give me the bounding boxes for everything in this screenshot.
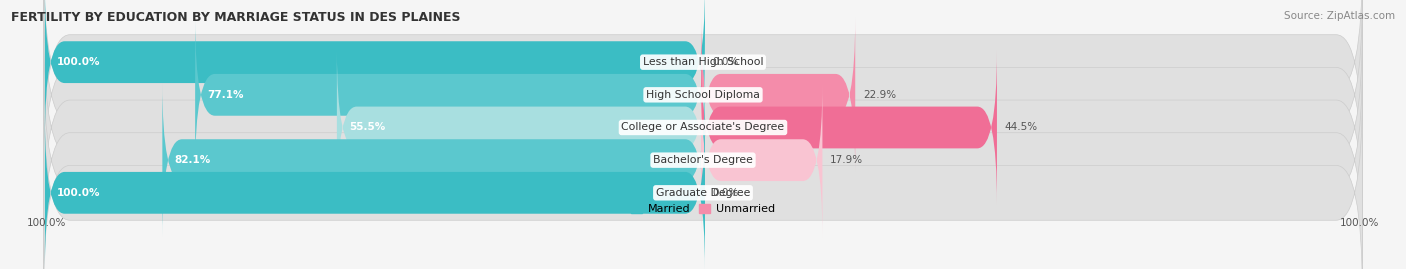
Text: 55.5%: 55.5% bbox=[349, 122, 385, 133]
FancyBboxPatch shape bbox=[702, 18, 855, 172]
FancyBboxPatch shape bbox=[702, 83, 823, 237]
Text: FERTILITY BY EDUCATION BY MARRIAGE STATUS IN DES PLAINES: FERTILITY BY EDUCATION BY MARRIAGE STATU… bbox=[11, 11, 461, 24]
FancyBboxPatch shape bbox=[45, 116, 704, 269]
Text: Graduate Degree: Graduate Degree bbox=[655, 188, 751, 198]
FancyBboxPatch shape bbox=[162, 83, 704, 237]
Text: Bachelor's Degree: Bachelor's Degree bbox=[652, 155, 754, 165]
FancyBboxPatch shape bbox=[44, 57, 1362, 263]
Text: 77.1%: 77.1% bbox=[207, 90, 243, 100]
FancyBboxPatch shape bbox=[44, 24, 1362, 231]
Text: 17.9%: 17.9% bbox=[831, 155, 863, 165]
Text: Source: ZipAtlas.com: Source: ZipAtlas.com bbox=[1284, 11, 1395, 21]
Text: Less than High School: Less than High School bbox=[643, 57, 763, 67]
Text: 22.9%: 22.9% bbox=[863, 90, 896, 100]
Text: 0.0%: 0.0% bbox=[713, 188, 740, 198]
FancyBboxPatch shape bbox=[44, 0, 1362, 198]
FancyBboxPatch shape bbox=[195, 18, 704, 172]
FancyBboxPatch shape bbox=[337, 50, 704, 204]
FancyBboxPatch shape bbox=[44, 90, 1362, 269]
FancyBboxPatch shape bbox=[702, 50, 997, 204]
Text: 100.0%: 100.0% bbox=[56, 188, 100, 198]
FancyBboxPatch shape bbox=[45, 0, 704, 139]
Text: 0.0%: 0.0% bbox=[713, 57, 740, 67]
Text: 100.0%: 100.0% bbox=[1340, 218, 1379, 228]
Text: 82.1%: 82.1% bbox=[174, 155, 211, 165]
Text: 100.0%: 100.0% bbox=[27, 218, 66, 228]
FancyBboxPatch shape bbox=[44, 0, 1362, 165]
Text: High School Diploma: High School Diploma bbox=[647, 90, 759, 100]
Legend: Married, Unmarried: Married, Unmarried bbox=[627, 200, 779, 219]
Text: 100.0%: 100.0% bbox=[56, 57, 100, 67]
Text: College or Associate's Degree: College or Associate's Degree bbox=[621, 122, 785, 133]
Text: 44.5%: 44.5% bbox=[1005, 122, 1038, 133]
